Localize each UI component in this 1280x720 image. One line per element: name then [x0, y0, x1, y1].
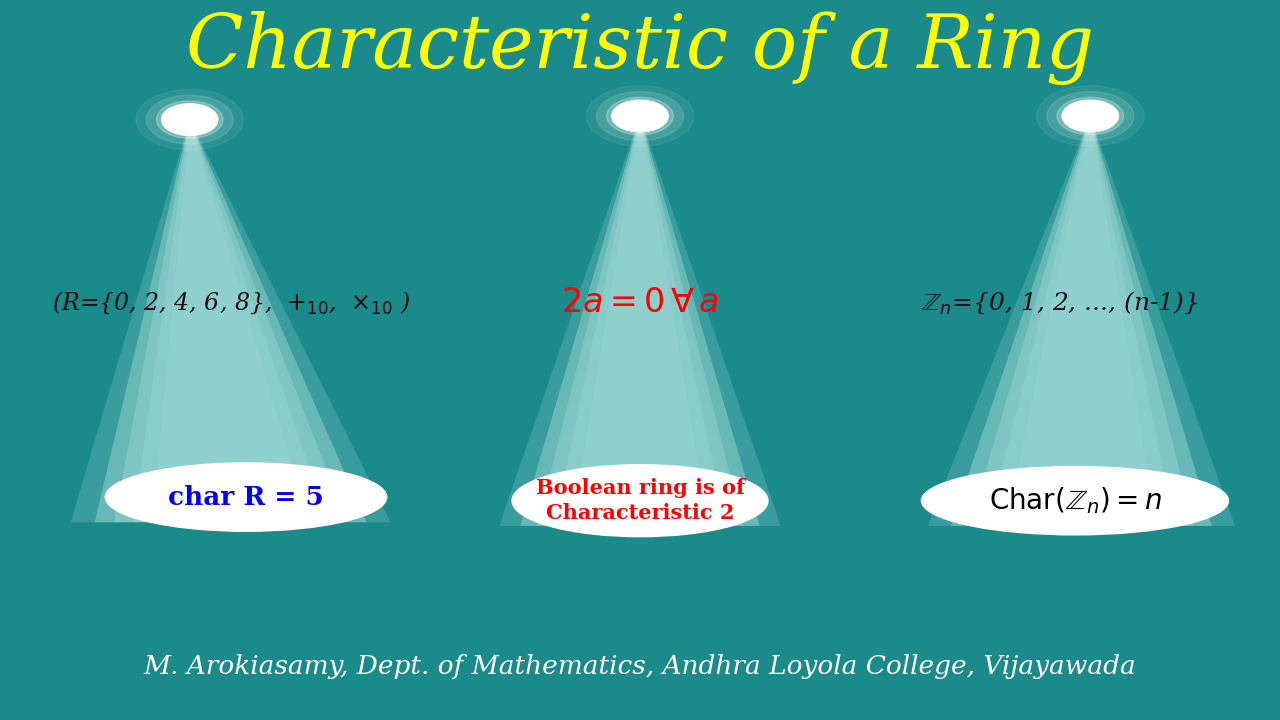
- Ellipse shape: [922, 467, 1229, 535]
- Polygon shape: [152, 120, 308, 522]
- Polygon shape: [928, 116, 1235, 526]
- Text: (R={0, 2, 4, 6, 8},  $+_{10}$,  $\times_{10}$ ): (R={0, 2, 4, 6, 8}, $+_{10}$, $\times_{1…: [51, 289, 410, 316]
- Text: M. Arokiasamy, Dept. of Mathematics, Andhra Loyola College, Vijayawada: M. Arokiasamy, Dept. of Mathematics, And…: [143, 654, 1137, 678]
- Polygon shape: [951, 116, 1212, 526]
- Text: Boolean ring is of
Characteristic 2: Boolean ring is of Characteristic 2: [535, 478, 745, 523]
- Ellipse shape: [105, 463, 387, 531]
- Circle shape: [1057, 97, 1124, 135]
- Polygon shape: [95, 120, 366, 522]
- Polygon shape: [499, 116, 781, 526]
- Ellipse shape: [512, 464, 768, 536]
- Polygon shape: [969, 116, 1193, 526]
- Polygon shape: [538, 116, 742, 526]
- Circle shape: [161, 104, 218, 135]
- Text: $2a = 0\,\forall\, a$: $2a = 0\,\forall\, a$: [561, 287, 719, 319]
- Circle shape: [586, 86, 694, 146]
- Text: char R = 5: char R = 5: [168, 485, 324, 510]
- Polygon shape: [988, 116, 1175, 526]
- Circle shape: [607, 97, 673, 135]
- Polygon shape: [521, 116, 759, 526]
- Polygon shape: [554, 116, 726, 526]
- Circle shape: [146, 95, 233, 144]
- Text: $\mathbb{Z}_n$={0, 1, 2, ..., (n-1)}: $\mathbb{Z}_n$={0, 1, 2, ..., (n-1)}: [922, 289, 1199, 316]
- Text: $\mathrm{Char}(\mathbb{Z}_n) = n$: $\mathrm{Char}(\mathbb{Z}_n) = n$: [988, 485, 1161, 516]
- Circle shape: [1037, 86, 1144, 146]
- Circle shape: [596, 91, 684, 140]
- Polygon shape: [1006, 116, 1157, 526]
- Polygon shape: [571, 116, 709, 526]
- Polygon shape: [133, 120, 328, 522]
- Text: Characteristic of a Ring: Characteristic of a Ring: [186, 11, 1094, 85]
- Circle shape: [156, 101, 223, 138]
- Circle shape: [1047, 91, 1134, 140]
- Polygon shape: [114, 120, 347, 522]
- Circle shape: [1062, 100, 1119, 132]
- Circle shape: [612, 100, 668, 132]
- Circle shape: [136, 89, 243, 150]
- Polygon shape: [70, 120, 390, 522]
